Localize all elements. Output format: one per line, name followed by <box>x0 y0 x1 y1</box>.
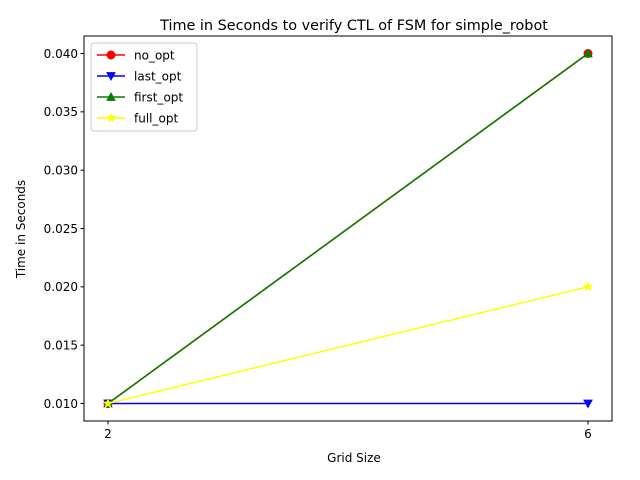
legend: no_opt last_opt first_opt full_opt <box>90 42 198 132</box>
data-point <box>583 399 593 409</box>
y-tick-label: 0.035 <box>44 105 78 119</box>
legend-item-last_opt: last_opt <box>97 69 182 83</box>
y-tick-label: 0.020 <box>44 280 78 294</box>
legend-label: no_opt <box>134 48 175 62</box>
x-tick-label: 2 <box>104 427 112 441</box>
legend-label: full_opt <box>134 111 178 125</box>
y-tick-label: 0.015 <box>44 338 78 352</box>
legend-marker <box>106 50 116 60</box>
legend-label: last_opt <box>134 69 182 83</box>
y-tick-label: 0.025 <box>44 222 78 236</box>
legend-marker <box>105 112 117 123</box>
legend-item-first_opt: first_opt <box>97 90 183 104</box>
legend-marker <box>106 91 116 101</box>
plot-area <box>102 48 594 409</box>
data-point <box>583 48 593 58</box>
data-point <box>102 398 114 408</box>
x-tick-label: 6 <box>584 427 592 441</box>
legend-item-no_opt: no_opt <box>97 48 175 62</box>
y-axis-label: Time in Seconds <box>14 180 28 279</box>
series-line <box>107 52 589 405</box>
legend-marker <box>106 72 116 82</box>
legend-box <box>90 42 198 132</box>
y-tick-label: 0.030 <box>44 163 78 177</box>
x-axis-label: Grid Size <box>327 451 381 465</box>
y-axis: 0.010 0.015 0.020 0.025 0.030 0.035 0.040 <box>44 47 84 411</box>
series-full_opt <box>102 281 594 408</box>
series-line <box>107 286 589 405</box>
chart-title: Time in Seconds to verify CTL of FSM for… <box>159 18 548 34</box>
y-tick-label: 0.040 <box>44 47 78 61</box>
y-tick-label: 0.010 <box>44 397 78 411</box>
legend-label: first_opt <box>134 90 183 104</box>
legend-item-full_opt: full_opt <box>97 111 178 125</box>
data-point <box>582 281 594 292</box>
